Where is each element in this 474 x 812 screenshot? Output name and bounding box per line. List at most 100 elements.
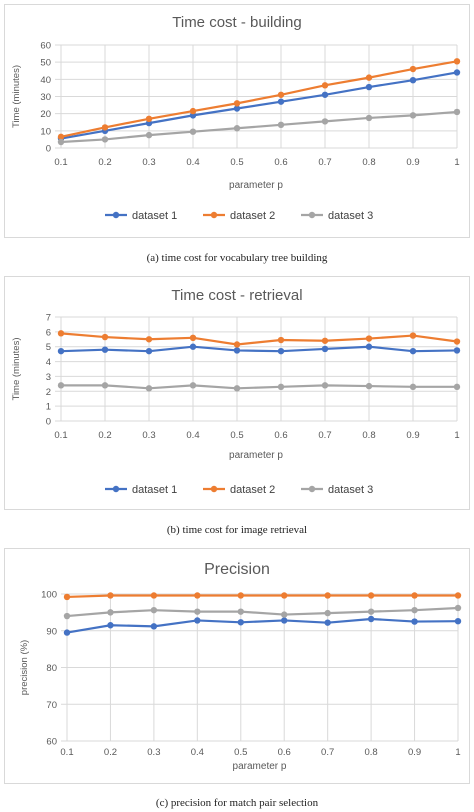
x-tick-label: 0.9 [406, 157, 419, 168]
chart-svg-precision: Precision 60 70 80 90 100 0.1 0.2 0.3 0.4 0.5 0.6 0.… [19, 561, 462, 801]
data-point [277, 347, 285, 355]
chart-title: Time cost - building [172, 14, 302, 31]
legend-marker [308, 211, 316, 219]
data-point [101, 136, 109, 143]
legend-label: dataset 3 [328, 210, 373, 222]
data-point [101, 333, 109, 341]
y-tick-label: 50 [40, 58, 51, 69]
y-tick-label: 100 [41, 590, 57, 601]
data-point [107, 592, 114, 599]
x-tick-label: 0.8 [365, 747, 378, 758]
data-point [409, 112, 417, 119]
data-point [150, 623, 158, 630]
data-point [233, 385, 241, 392]
series-line [66, 606, 459, 618]
data-point [454, 592, 462, 599]
data-point [453, 58, 461, 65]
x-tick-label: 0.6 [274, 430, 287, 441]
chart-svg-building: Time cost - building 0 10 20 30 40 50 60 0.1 0.2 0… [11, 14, 461, 222]
x-tick-label: 0.7 [318, 430, 331, 441]
data-point [321, 382, 329, 389]
x-tick-label: 0.2 [98, 430, 111, 441]
chart-title: Time cost - retrieval [171, 287, 302, 304]
y-tick-label: 70 [46, 700, 57, 711]
data-point [321, 345, 329, 353]
data-point [233, 125, 241, 132]
data-point [57, 347, 65, 355]
data-point [57, 382, 65, 389]
data-point [233, 105, 241, 112]
data-point [189, 334, 197, 341]
data-point [365, 382, 373, 390]
series-line [66, 617, 459, 634]
data-point [365, 83, 373, 91]
y-tick-label: 60 [46, 737, 57, 748]
series-line [60, 332, 458, 346]
series-line [60, 60, 458, 138]
legend-label: dataset 3 [328, 484, 373, 496]
x-tick-label: 0.3 [142, 430, 155, 441]
y-tick-label: 0 [46, 144, 51, 155]
x-tick-label: 1 [455, 747, 460, 758]
legend-label: dataset 2 [230, 210, 275, 222]
data-point [277, 91, 285, 98]
data-point [321, 118, 329, 125]
data-point [233, 100, 241, 107]
data-point [321, 91, 329, 98]
caption-retrieval: (b) time cost for image retrieval [166, 524, 308, 536]
series-line [61, 384, 457, 390]
data-point [454, 604, 462, 612]
data-point [237, 619, 244, 626]
chart-title: Precision [204, 561, 270, 578]
data-point [409, 347, 417, 355]
y-tick-label: 0 [46, 417, 51, 428]
data-point [63, 612, 71, 620]
data-point [233, 347, 241, 354]
data-point [453, 347, 461, 354]
y-tick-label: 1 [46, 402, 51, 413]
data-point [454, 617, 462, 625]
data-point [57, 330, 65, 337]
data-point [189, 382, 197, 389]
data-point [101, 346, 109, 353]
data-point [324, 619, 331, 626]
data-point [277, 121, 285, 129]
data-point [281, 617, 288, 624]
x-tick-label: 0.1 [54, 157, 67, 168]
x-tick-label: 0.1 [60, 747, 73, 758]
data-point [63, 629, 71, 636]
x-tick-label: 0.9 [408, 747, 421, 758]
chart-svg-retrieval: Time cost - retrieval 0 1 2 3 4 5 6 7 0.1 0.2 0.3 0.… [11, 287, 461, 496]
legend-marker [112, 485, 120, 493]
series-line [60, 110, 458, 144]
data-point [145, 336, 153, 343]
legend-label: dataset 2 [230, 484, 275, 496]
y-tick-label: 40 [40, 75, 51, 86]
data-point [107, 622, 114, 629]
data-point [57, 138, 65, 146]
x-tick-label: 0.2 [104, 747, 117, 758]
x-tick-label: 0.5 [230, 157, 243, 168]
x-tick-label: 1 [454, 430, 459, 441]
chart-panel-building: Time cost - building 0 10 20 30 40 50 60 0.1 0.2 0… [4, 4, 470, 238]
legend-marker [112, 211, 120, 219]
data-point [324, 609, 331, 617]
chart-panel-precision: Precision 60 70 80 90 100 0.1 0.2 0.3 0.4 0.5 0.6 0.… [4, 548, 470, 801]
x-tick-label: 0.8 [362, 157, 375, 168]
y-tick-label: 7 [46, 313, 51, 324]
data-point [409, 65, 417, 73]
x-tick-label: 0.8 [362, 430, 375, 441]
y-tick-label: 10 [40, 126, 51, 137]
data-point [189, 128, 197, 135]
y-tick-label: 60 [40, 41, 51, 52]
chart-panel-retrieval: Time cost - retrieval 0 1 2 3 4 5 6 7 0.1 0.2 0.3 0.… [4, 276, 470, 510]
x-tick-label: 0.5 [230, 430, 243, 441]
data-point [324, 592, 331, 599]
series-line [60, 71, 458, 140]
data-point [101, 382, 109, 389]
x-axis-label: parameter p [229, 450, 283, 461]
x-tick-label: 0.2 [98, 157, 111, 168]
data-point [409, 383, 417, 391]
legend-label: dataset 1 [132, 484, 177, 496]
data-point [453, 108, 461, 116]
